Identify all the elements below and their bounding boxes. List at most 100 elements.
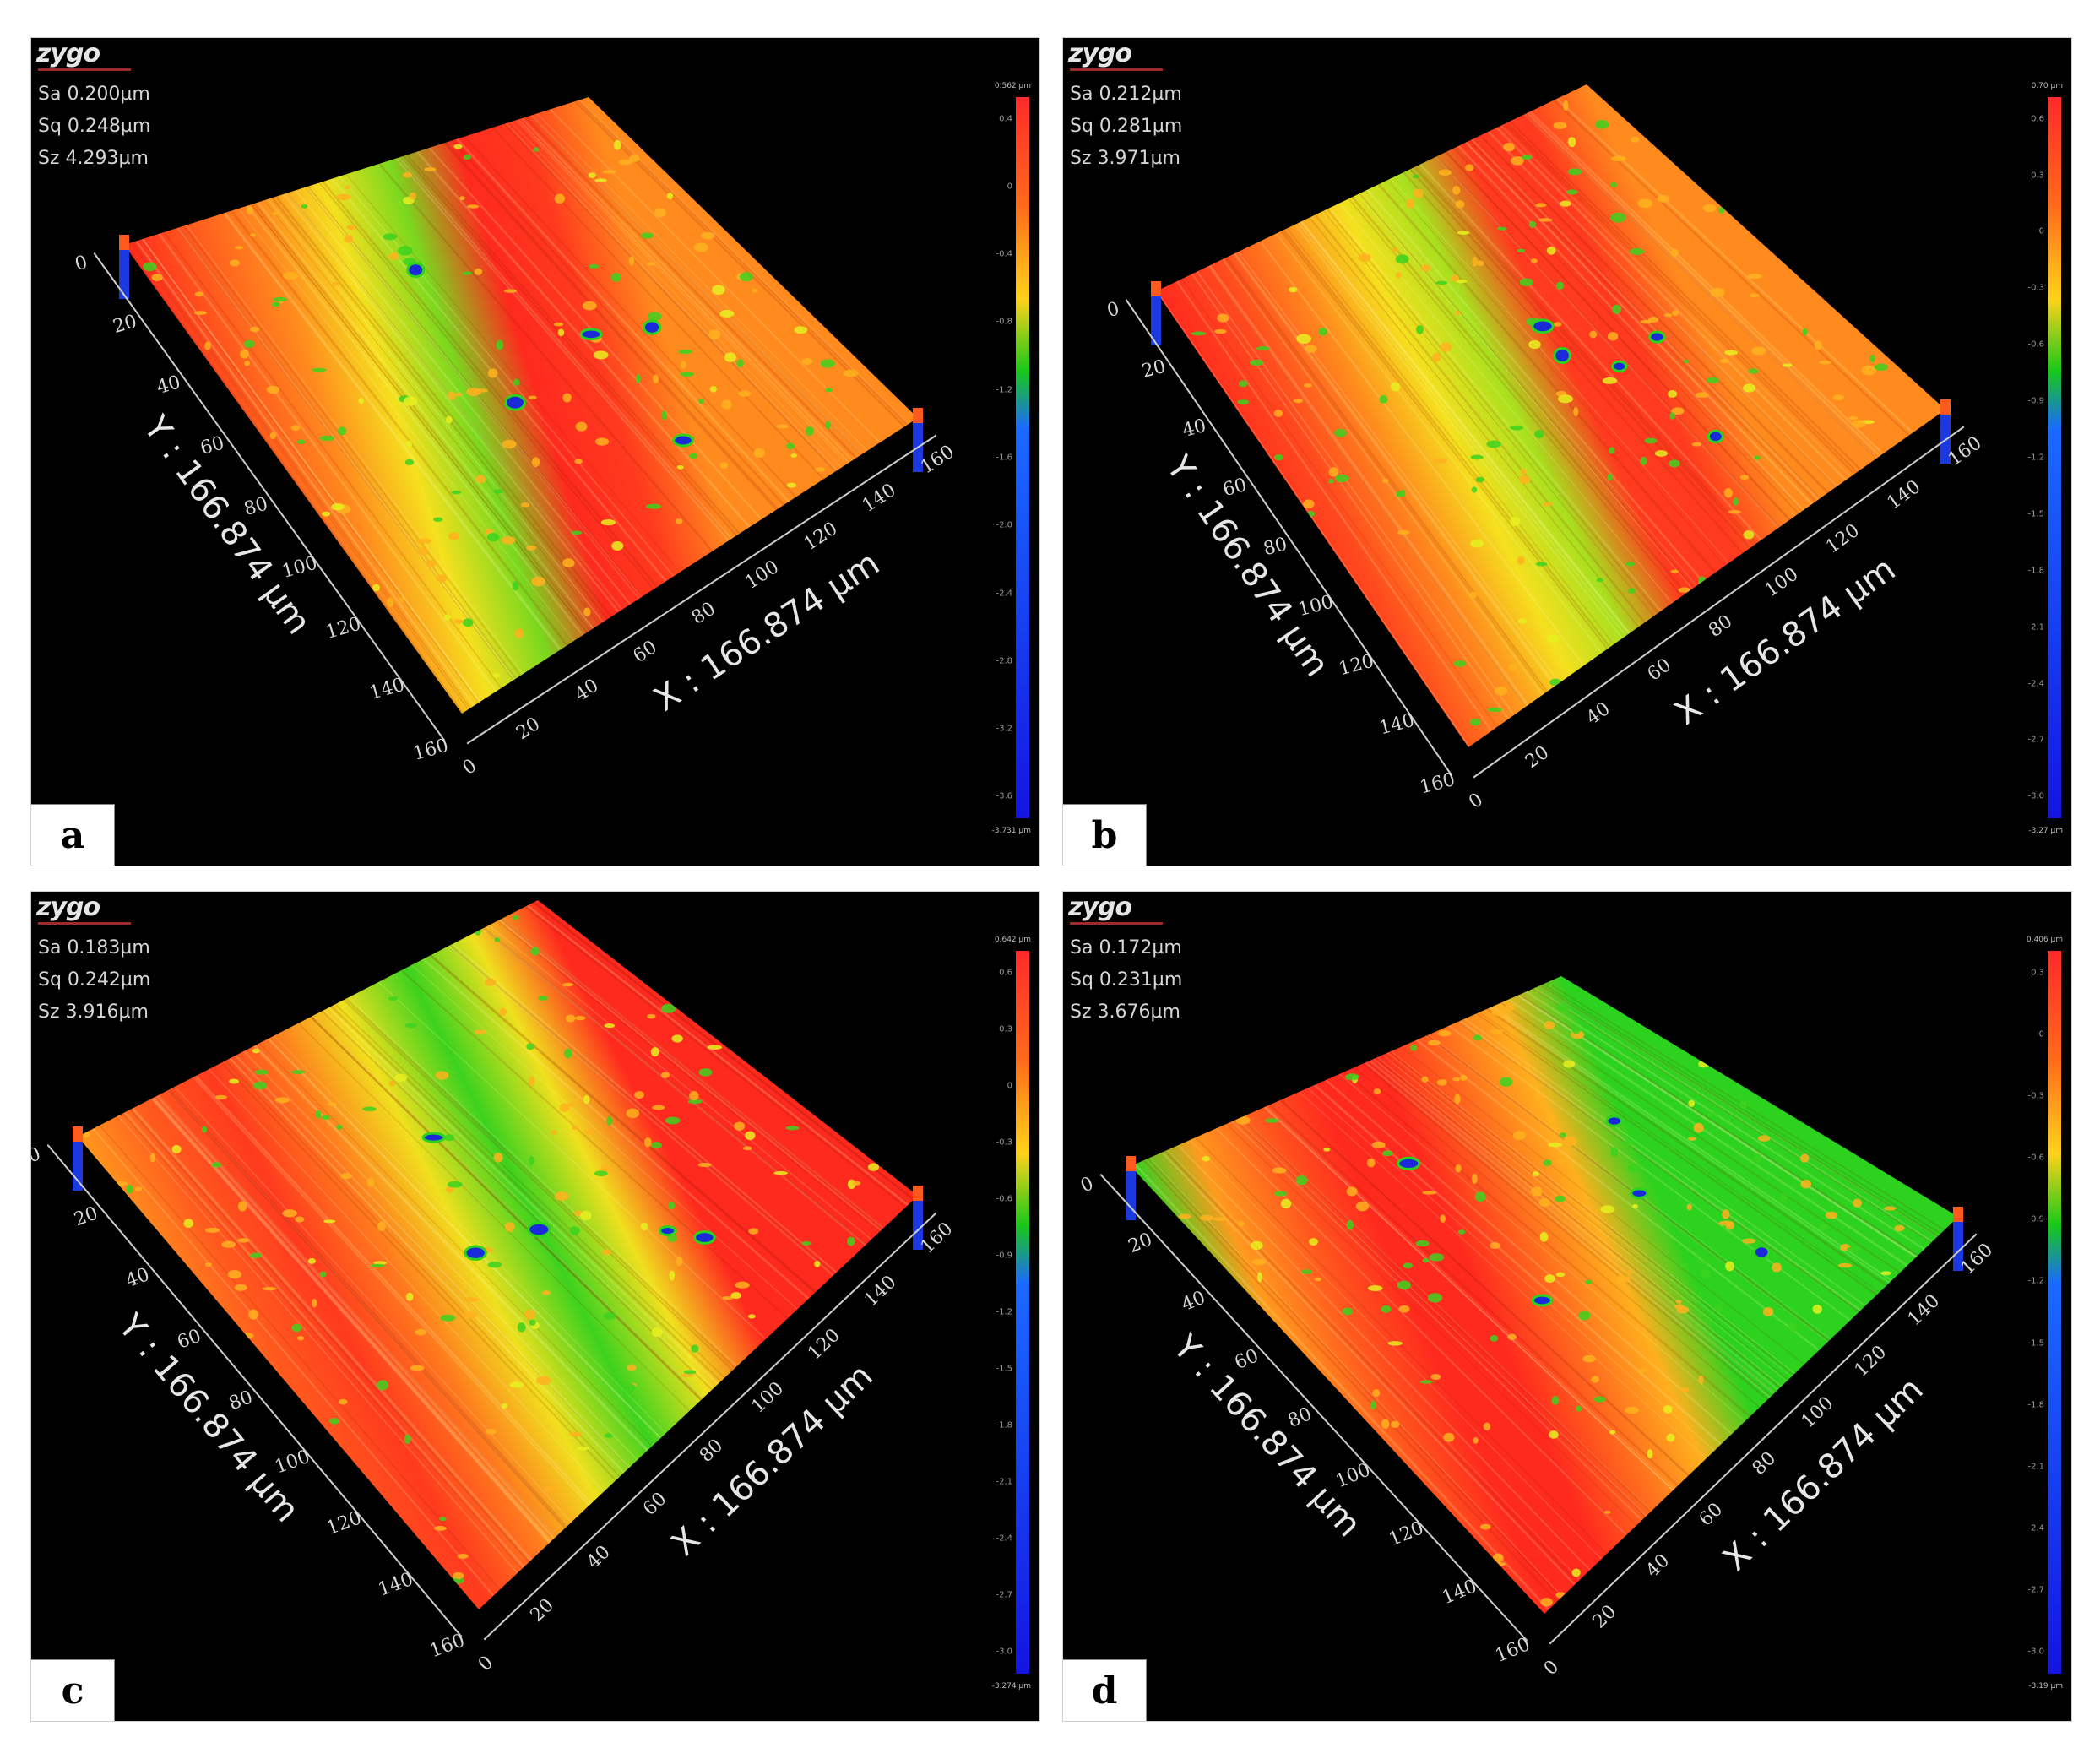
y-tick-label: 20 — [1140, 356, 1168, 383]
x-tick-label: 140 — [860, 1272, 901, 1311]
y-tick-label: 120 — [1386, 1517, 1426, 1550]
x-tick-label: 100 — [1798, 1392, 1838, 1432]
colorbar-max-label: 0.70 µm — [2031, 82, 2063, 90]
x-tick-label: 140 — [1904, 1290, 1945, 1330]
colorbar-tick-label: -0.6 — [996, 1194, 1012, 1204]
y-tick-label: 120 — [323, 614, 363, 643]
surface-panel-a: 0 20 40 60 80 100 120 140 160 0 20 40 60 80 100 120 140 1… — [30, 37, 1040, 866]
colorbar-tick-label: 0 — [2038, 226, 2044, 236]
roughness-stat: Sa 0.183µm — [38, 937, 150, 958]
surface-topography — [78, 900, 918, 1609]
y-tick-label: 80 — [1262, 534, 1289, 560]
colorbar-tick-label: 0.4 — [999, 114, 1012, 124]
x-tick-label: 0 — [1540, 1656, 1563, 1680]
colorbar-min-label: -3.274 µm — [991, 1682, 1031, 1691]
colorbar-min-label: -3.731 µm — [991, 827, 1031, 835]
colorbar-tick-label: -2.8 — [996, 656, 1012, 666]
roughness-stats: Sa 0.172µm Sq 0.231µm Sz 3.676µm — [1070, 932, 1182, 1029]
x-tick-label: 140 — [1883, 476, 1924, 514]
x-tick-label: 20 — [1522, 742, 1553, 774]
x-tick-label: 80 — [688, 598, 719, 628]
colorbar-tick-label: -2.4 — [2027, 679, 2044, 689]
y-tick-label: 0 — [73, 252, 90, 275]
colorbar-tick-label: -2.0 — [996, 520, 1012, 530]
colorbar-max-label: 0.562 µm — [994, 82, 1031, 90]
x-tick-label: 100 — [1761, 564, 1803, 602]
x-tick-label: 160 — [917, 442, 958, 479]
y-tick-label: 40 — [123, 1264, 153, 1292]
colorbar-tick-label: -1.2 — [996, 385, 1012, 395]
colorbar-tick-label: 0.3 — [999, 1024, 1012, 1034]
colorbar-tick-label: 0.6 — [999, 968, 1012, 978]
colorbar-max-label: 0.642 µm — [994, 936, 1031, 944]
logo-underline — [1070, 68, 1163, 71]
x-tick-label: 80 — [696, 1436, 728, 1467]
x-tick-label: 0 — [459, 755, 480, 779]
colorbar-ticks: 0.3 0 -0.3 -0.6 -0.9 -1.2 -1.5 -1.8 -2.1 -2.4 -2.7… — [1994, 951, 2044, 1674]
y-tick-label: 0 — [1077, 1173, 1096, 1197]
roughness-stat: Sa 0.172µm — [1070, 937, 1182, 958]
height-colorbar — [2048, 97, 2061, 818]
roughness-stat: Sq 0.231µm — [1070, 969, 1183, 991]
colorbar-tick-label: -2.4 — [2027, 1523, 2044, 1533]
logo-underline — [1070, 922, 1163, 925]
x-tick-label: 60 — [630, 637, 661, 667]
x-tick-label: 140 — [859, 480, 900, 517]
x-tick-label: 120 — [1822, 520, 1864, 558]
surface-panel-c: 0 20 40 60 80 100 120 140 160 0 20 40 60 80 100 120 140 1… — [30, 891, 1040, 1722]
height-colorbar — [1016, 97, 1029, 818]
x-tick-label: 0 — [1465, 789, 1487, 812]
surface-plot-3d: 0204060801001201401600204060801001201401… — [73, 97, 958, 779]
surface-plot-3d: 0204060801001201401600204060801001201401… — [1077, 976, 1997, 1680]
y-tick-label: 60 — [1232, 1345, 1262, 1374]
x-tick-label: 60 — [1644, 654, 1675, 686]
y-tick-label: 0 — [31, 1143, 44, 1167]
surface-texture — [124, 99, 909, 714]
x-tick-label: 20 — [527, 1595, 559, 1626]
y-tick-label: 160 — [1418, 769, 1457, 799]
surface-panel-d: 0 20 40 60 80 100 120 140 160 0 20 40 60 80 100 120 140 1… — [1062, 891, 2072, 1722]
colorbar-min-label: -3.19 µm — [2028, 1682, 2063, 1691]
y-tick-label: 60 — [1221, 475, 1249, 501]
surface-texture — [1134, 981, 1945, 1611]
colorbar-tick-label: -0.9 — [2027, 1214, 2044, 1224]
roughness-stat: Sa 0.212µm — [1070, 84, 1182, 105]
y-tick-label: 0 — [1104, 298, 1121, 322]
colorbar-tick-label: -2.1 — [2027, 622, 2044, 632]
colorbar-tick-label: 0.6 — [2031, 114, 2044, 124]
colorbar-tick-label: -2.1 — [2027, 1462, 2044, 1472]
zygo-logo: zygo — [1068, 39, 1132, 68]
colorbar-tick-label: -0.9 — [2027, 396, 2044, 406]
y-tick-label: 20 — [1126, 1229, 1155, 1257]
y-tick-label: 120 — [324, 1507, 365, 1539]
colorbar-tick-label: 0.3 — [2031, 968, 2044, 978]
colorbar-tick-label: -2.7 — [2027, 1585, 2044, 1595]
colorbar-tick-label: -2.4 — [996, 589, 1012, 599]
roughness-stat: Sq 0.242µm — [38, 969, 151, 991]
colorbar-tick-label: -3.0 — [2027, 791, 2044, 801]
x-tick-label: 40 — [583, 1542, 615, 1573]
colorbar-tick-label: -3.6 — [996, 791, 1012, 801]
colorbar-tick-label: -1.5 — [2027, 1338, 2044, 1349]
colorbar-tick-label: -2.1 — [996, 1477, 1012, 1487]
colorbar-tick-label: -1.8 — [2027, 566, 2044, 576]
x-tick-label: 60 — [639, 1489, 671, 1520]
y-tick-label: 140 — [1377, 710, 1417, 740]
roughness-stats: Sa 0.200µm Sq 0.248µm Sz 4.293µm — [38, 79, 150, 175]
x-tick-label: 120 — [1851, 1342, 1891, 1381]
x-tick-label: 80 — [1705, 611, 1736, 642]
colorbar-tick-label: -2.4 — [996, 1533, 1012, 1544]
y-tick-label: 20 — [111, 311, 139, 338]
height-colorbar — [2048, 951, 2061, 1674]
colorbar-tick-label: 0 — [1007, 1081, 1012, 1091]
colorbar-tick-label: -1.6 — [996, 453, 1012, 463]
x-tick-label: 20 — [513, 714, 544, 744]
colorbar-tick-label: -0.9 — [996, 1251, 1012, 1261]
roughness-stat: Sz 3.916µm — [38, 1001, 149, 1023]
colorbar-tick-label: -1.2 — [996, 1307, 1012, 1317]
height-colorbar — [1016, 951, 1029, 1674]
surface-texture — [79, 901, 915, 1597]
x-tick-label: 60 — [1696, 1499, 1728, 1530]
y-tick-label: 160 — [411, 736, 451, 765]
y-tick-label: 80 — [241, 493, 270, 520]
